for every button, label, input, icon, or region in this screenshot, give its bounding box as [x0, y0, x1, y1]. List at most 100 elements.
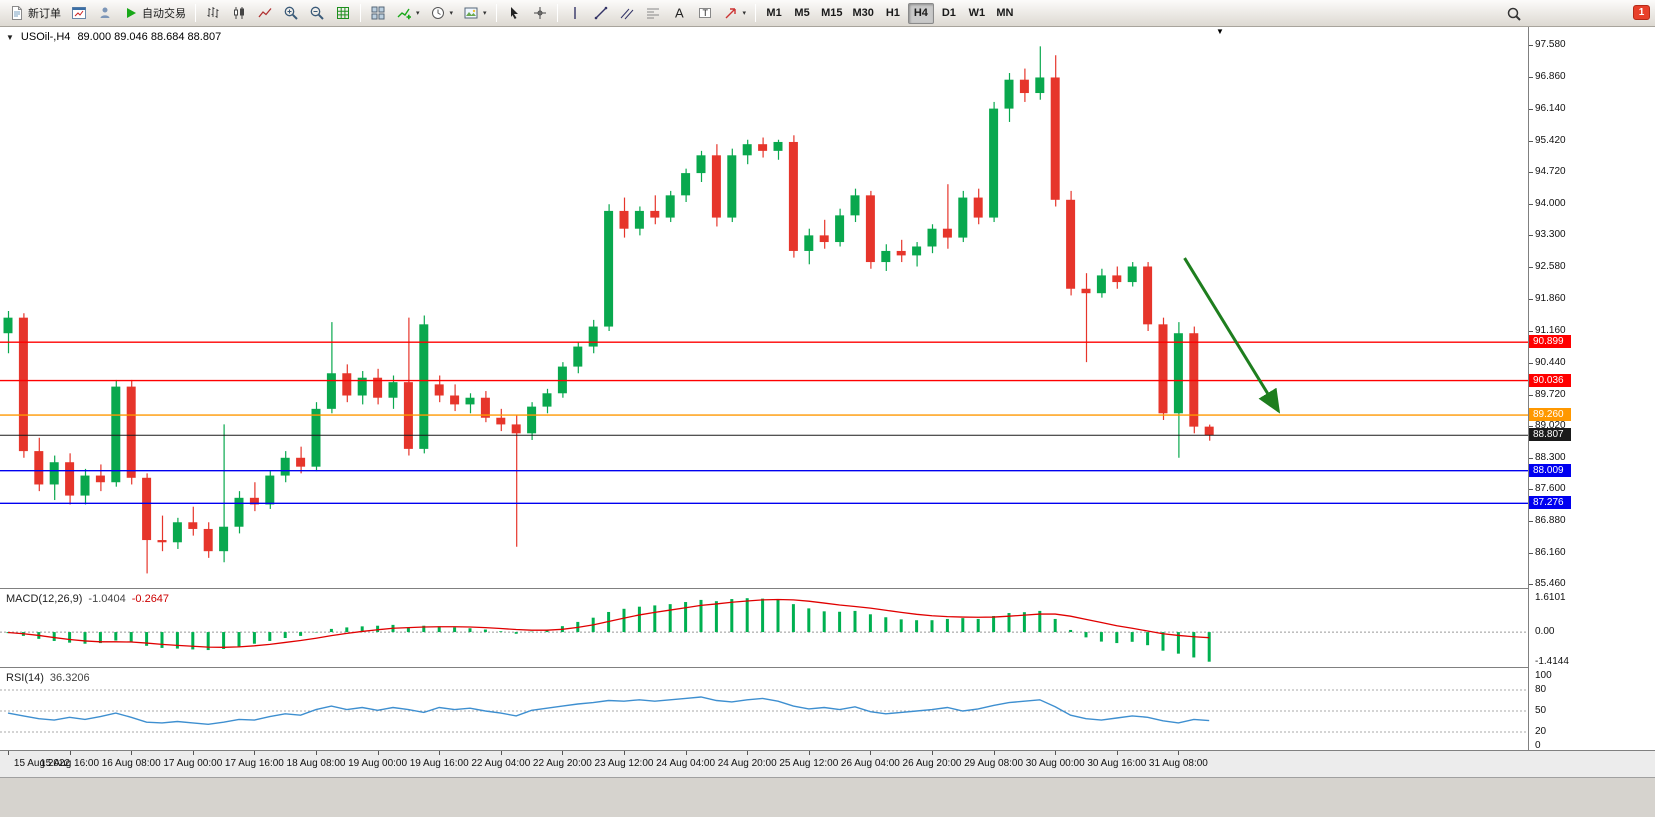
- cursor-button[interactable]: [502, 3, 526, 24]
- fibonacci-button[interactable]: [641, 3, 665, 24]
- channel-button[interactable]: [615, 3, 639, 24]
- timeframe-d1-button[interactable]: D1: [936, 3, 962, 24]
- time-axis-label: 23 Aug 12:00: [594, 758, 654, 769]
- axis-tick: [1178, 751, 1179, 755]
- line-chart-button[interactable]: [253, 3, 277, 24]
- crosshair-button[interactable]: [528, 3, 552, 24]
- price-badge-90.899: 90.899: [1529, 335, 1571, 349]
- rsi-scale-label: 80: [1535, 684, 1547, 695]
- text-button[interactable]: A: [667, 3, 691, 24]
- axis-tick: [70, 751, 71, 755]
- axis-tick: [1529, 331, 1533, 332]
- macd-canvas[interactable]: [0, 589, 1528, 667]
- candlestick-chart-button[interactable]: [227, 3, 251, 24]
- rsi-scale-label: 50: [1535, 705, 1547, 716]
- timeframe-group: M1 M5 M15 M30 H1 H4 D1 W1 MN: [760, 2, 1019, 24]
- zoom-in-icon: [283, 5, 299, 21]
- timeframe-h1-button[interactable]: H1: [880, 3, 906, 24]
- arrows-button[interactable]: ▾: [719, 3, 751, 24]
- cursor-icon: [506, 5, 522, 21]
- search-icon: [1506, 6, 1522, 22]
- search-button[interactable]: [1502, 3, 1526, 24]
- price-axis-label: 90.440: [1535, 356, 1566, 368]
- text-label-button[interactable]: T: [693, 3, 717, 24]
- axis-tick: [1529, 235, 1533, 236]
- axis-tick: [8, 751, 9, 755]
- price-axis[interactable]: 97.580 96.860 96.140 95.420 94.720 94.000 93.3…: [1529, 27, 1655, 751]
- time-axis-label: 19 Aug 16:00: [409, 758, 469, 769]
- axis-tick: [1529, 584, 1533, 585]
- profiles-button[interactable]: [93, 3, 117, 24]
- template-button[interactable]: ▾: [459, 3, 491, 24]
- axis-tick: [1529, 204, 1533, 205]
- timeframe-m15-button[interactable]: M15: [817, 3, 846, 24]
- axis-tick: [1529, 458, 1533, 459]
- rsi-line: [7, 696, 1210, 726]
- toolbar-separator: [195, 4, 196, 22]
- new-order-button[interactable]: 新订单: [5, 3, 65, 24]
- axis-tick: [994, 751, 995, 755]
- new-order-icon: [9, 5, 25, 21]
- axis-tick: [1529, 45, 1533, 46]
- grid-button[interactable]: [331, 3, 355, 24]
- toolbar-separator: [360, 4, 361, 22]
- time-axis-label: 24 Aug 04:00: [656, 758, 716, 769]
- price-axis-label: 94.000: [1535, 198, 1566, 210]
- macd-main-value: -1.0404: [88, 593, 126, 605]
- axis-tick: [193, 751, 194, 755]
- timeframe-h4-button[interactable]: H4: [907, 2, 934, 24]
- axis-tick: [254, 751, 255, 755]
- axis-tick: [747, 751, 748, 755]
- toolbar-separator: [755, 4, 757, 22]
- timeframe-w1-button[interactable]: W1: [964, 3, 990, 24]
- zoom-out-button[interactable]: [305, 3, 329, 24]
- zoom-in-button[interactable]: [279, 3, 303, 24]
- axis-tick: [1529, 363, 1533, 364]
- chart-shift-marker[interactable]: ▼: [1216, 27, 1224, 36]
- ohlc-values: 89.000 89.046 88.684 88.807: [77, 31, 222, 43]
- rsi-canvas[interactable]: [0, 668, 1528, 749]
- time-axis-label: 29 Aug 08:00: [964, 758, 1024, 769]
- macd-histogram: [6, 598, 1211, 662]
- axis-tick: [1529, 141, 1533, 142]
- template-icon: [463, 5, 479, 21]
- chart-window-icon: [71, 5, 87, 21]
- timeframe-mn-button[interactable]: MN: [992, 3, 1018, 24]
- time-axis-label: 30 Aug 16:00: [1087, 758, 1147, 769]
- toolbar-separator: [556, 4, 558, 22]
- new-order-label: 新订单: [28, 8, 61, 20]
- dropdown-caret-icon: ▾: [742, 10, 747, 17]
- timeframe-m1-button[interactable]: M1: [761, 3, 787, 24]
- bar-chart-button[interactable]: [201, 3, 225, 24]
- panel-divider[interactable]: [0, 588, 1655, 589]
- timeframe-m5-button[interactable]: M5: [789, 3, 815, 24]
- period-button[interactable]: ▾: [426, 3, 458, 24]
- chart-window-button[interactable]: [67, 3, 91, 24]
- timeframe-m30-button[interactable]: M30: [848, 3, 877, 24]
- time-axis-label: 16 Aug 08:00: [101, 758, 161, 769]
- time-axis[interactable]: 15 Aug 2022 15 Aug 16:00 16 Aug 08:00 17 Au…: [0, 750, 1655, 777]
- tile-windows-button[interactable]: [366, 3, 390, 24]
- trendline-button[interactable]: [589, 3, 613, 24]
- chart-window[interactable]: ▼ USOil-,H4 89.000 89.046 88.684 88.807 …: [0, 27, 1655, 817]
- zoom-out-icon: [309, 5, 325, 21]
- macd-title: MACD(12,26,9): [6, 593, 83, 605]
- auto-trading-button[interactable]: 自动交易: [119, 3, 190, 24]
- panel-divider[interactable]: [0, 667, 1655, 668]
- vertical-line-button[interactable]: [563, 3, 587, 24]
- chart-menu-icon[interactable]: ▼: [6, 32, 14, 42]
- macd-scale-label: 1.6101: [1535, 592, 1566, 603]
- price-chart-canvas[interactable]: [0, 27, 1528, 588]
- notification-badge[interactable]: 1: [1633, 5, 1650, 20]
- price-axis-label: 87.600: [1535, 482, 1566, 494]
- price-axis-label: 88.300: [1535, 451, 1566, 463]
- indicators-button[interactable]: ▾: [392, 3, 424, 24]
- price-axis-label: 97.580: [1535, 39, 1566, 50]
- trend-arrow[interactable]: [1183, 257, 1281, 414]
- time-axis-label: 26 Aug 20:00: [902, 758, 962, 769]
- axis-divider: [1528, 27, 1529, 750]
- rsi-title: RSI(14): [6, 672, 44, 684]
- time-axis-label: 18 Aug 08:00: [286, 758, 346, 769]
- dropdown-caret-icon: ▾: [483, 10, 487, 17]
- price-badge-89.260: 89.260: [1529, 408, 1571, 422]
